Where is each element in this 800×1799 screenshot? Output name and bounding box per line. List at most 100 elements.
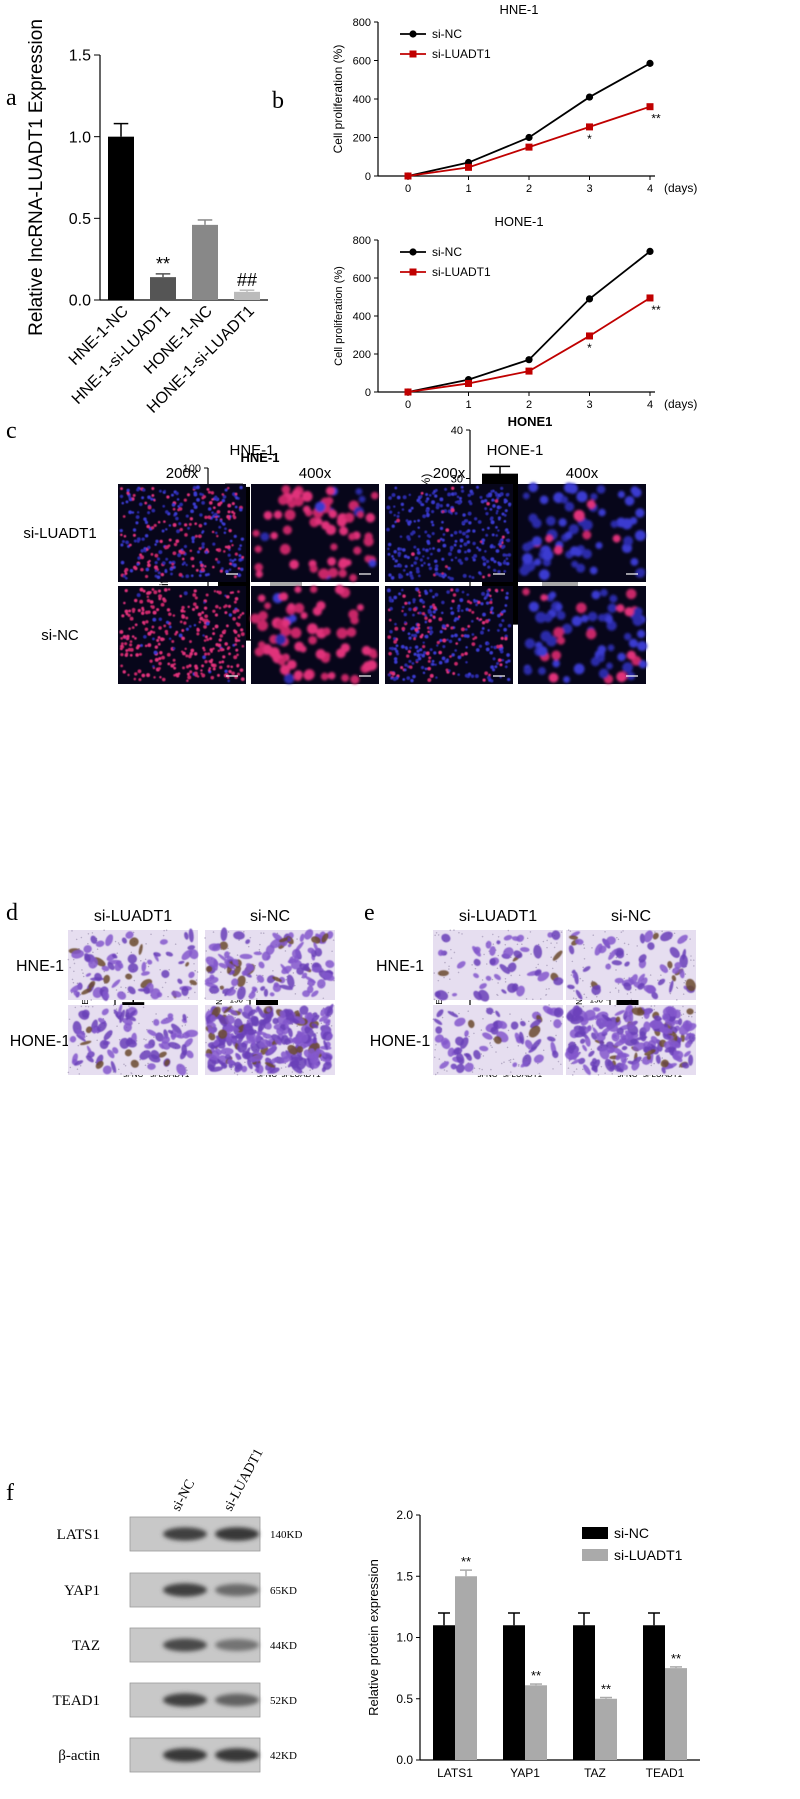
- series-line-si-LUADT1: [407, 297, 651, 393]
- chart-a-relative-expression: 0.0 0.5 1.0 1.5 Relative lncRNA-LUADT1 Expre…: [26, 19, 268, 417]
- y-tick-label: 400: [353, 94, 371, 106]
- blot-strip: [129, 1627, 261, 1663]
- legend-marker: [409, 30, 417, 38]
- significance-label: ##: [237, 270, 257, 290]
- molecular-weight-label: 44KD: [270, 1640, 297, 1652]
- data-point: [646, 247, 654, 255]
- fluorescence-image: [518, 586, 648, 684]
- fluorescence-image: [250, 584, 379, 685]
- bar: [643, 1625, 665, 1760]
- chart-title: HONE1: [508, 414, 553, 429]
- bar: [192, 224, 218, 300]
- x-tick-label: 2: [526, 399, 532, 411]
- western-blot: si-NC si-LUADT1 LATS1 140KD YAP1 65KD TAZ 44KD T…: [53, 1446, 302, 1773]
- y-tick-label: 400: [353, 311, 371, 323]
- transwell-image: [67, 928, 199, 1002]
- bar: [573, 1625, 595, 1760]
- transwell-image: [566, 929, 696, 1001]
- data-point: [525, 133, 533, 142]
- panel-label-b: b: [272, 88, 284, 114]
- column-label: si-LUADT1: [459, 908, 537, 925]
- x-axis-label: (days): [664, 181, 697, 195]
- column-label: si-NC: [250, 908, 290, 925]
- y-tick-label: 0.5: [69, 211, 91, 228]
- magnification-label: 400x: [566, 465, 599, 482]
- significance-label: **: [531, 1668, 541, 1683]
- protein-label: β-actin: [58, 1748, 100, 1764]
- legend-marker: [409, 50, 417, 58]
- transwell-image: [205, 1003, 335, 1076]
- y-tick-label: 800: [353, 235, 371, 247]
- fluorescence-image: [385, 484, 513, 582]
- transwell-image: [204, 927, 335, 1000]
- data-point: [646, 103, 654, 111]
- blot-strip: [129, 1682, 261, 1718]
- bar: [234, 291, 260, 300]
- x-tick-label: TAZ: [584, 1766, 606, 1780]
- significance-label: *: [587, 341, 592, 355]
- y-tick-label: 40: [451, 425, 463, 437]
- significance-label: **: [156, 254, 170, 274]
- legend-label: si-LUADT1: [432, 265, 491, 279]
- blot-band: [163, 1583, 207, 1597]
- data-point: [585, 93, 594, 101]
- y-tick-label: 800: [353, 17, 371, 29]
- magnification-label: 200x: [166, 465, 199, 482]
- x-tick-label: 1: [465, 399, 471, 411]
- y-tick-label: 1.5: [69, 48, 91, 65]
- panel-label-c: c: [6, 418, 17, 444]
- blot-band: [163, 1638, 207, 1652]
- panel-label-d: d: [6, 900, 18, 926]
- group-label: HNE-1: [229, 442, 274, 459]
- legend-label: si-LUADT1: [614, 1547, 683, 1563]
- panel-label-f: f: [6, 1480, 14, 1506]
- series-line-si-LUADT1: [407, 105, 651, 177]
- row-label: HONE-1: [10, 1033, 71, 1050]
- blot-band: [215, 1693, 259, 1707]
- chart-f-protein-expression: 0.0 0.5 1.0 1.5 2.0 Relative protein expressi…: [366, 1508, 700, 1780]
- data-point: [465, 379, 472, 387]
- legend-swatch: [582, 1527, 608, 1539]
- data-point: [525, 367, 533, 375]
- chart-title: HNE-1: [499, 2, 538, 17]
- x-tick-label: YAP1: [510, 1766, 540, 1780]
- y-tick-label: 150: [230, 996, 244, 1005]
- significance-label: **: [601, 1682, 611, 1697]
- x-tick-label: 2: [526, 183, 532, 195]
- group-label: HONE-1: [487, 442, 544, 459]
- legend-marker: [409, 248, 417, 256]
- fluorescence-image: [518, 482, 646, 582]
- x-tick-label: 0: [405, 183, 411, 195]
- y-tick-label: 1.0: [396, 1631, 413, 1645]
- y-tick-label: 0.0: [396, 1753, 413, 1767]
- panel-e-transwell-images: si-LUADT1 si-NC HNE-1 HONE-1: [370, 908, 697, 1076]
- molecular-weight-label: 52KD: [270, 1695, 297, 1707]
- data-point: [404, 388, 412, 396]
- data-point: [646, 59, 654, 67]
- significance-label: **: [461, 1554, 471, 1569]
- x-tick-label: 4: [647, 399, 653, 411]
- row-label: si-LUADT1: [23, 525, 96, 542]
- magnification-label: 400x: [299, 465, 332, 482]
- bar: [108, 136, 134, 300]
- legend-label: si-NC: [432, 27, 462, 41]
- bar: [503, 1625, 525, 1760]
- y-tick-label: 200: [353, 349, 371, 361]
- molecular-weight-label: 140KD: [270, 1529, 302, 1541]
- significance-label: **: [671, 1651, 681, 1666]
- bar: [455, 1576, 477, 1760]
- blot-band: [215, 1639, 259, 1651]
- legend-label: si-LUADT1: [432, 47, 491, 61]
- legend-label: si-NC: [432, 245, 462, 259]
- blot-band: [215, 1748, 259, 1762]
- blot-strip: [129, 1516, 261, 1552]
- blot-band: [163, 1527, 207, 1541]
- row-label: HNE-1: [16, 958, 64, 975]
- transwell-image: [433, 929, 564, 1002]
- bar: [595, 1698, 617, 1760]
- significance-label: **: [651, 303, 661, 317]
- y-tick-label: 1.5: [396, 1569, 413, 1583]
- blot-band: [215, 1583, 259, 1597]
- data-point: [525, 356, 533, 364]
- y-axis-label: Relative lncRNA-LUADT1 Expression: [26, 19, 47, 336]
